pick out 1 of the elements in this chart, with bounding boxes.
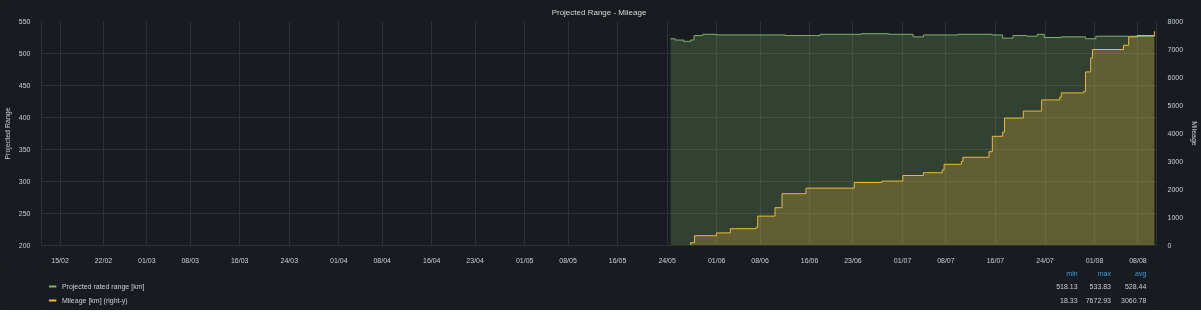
chart-title: Projected Range - Mileage bbox=[551, 7, 647, 17]
